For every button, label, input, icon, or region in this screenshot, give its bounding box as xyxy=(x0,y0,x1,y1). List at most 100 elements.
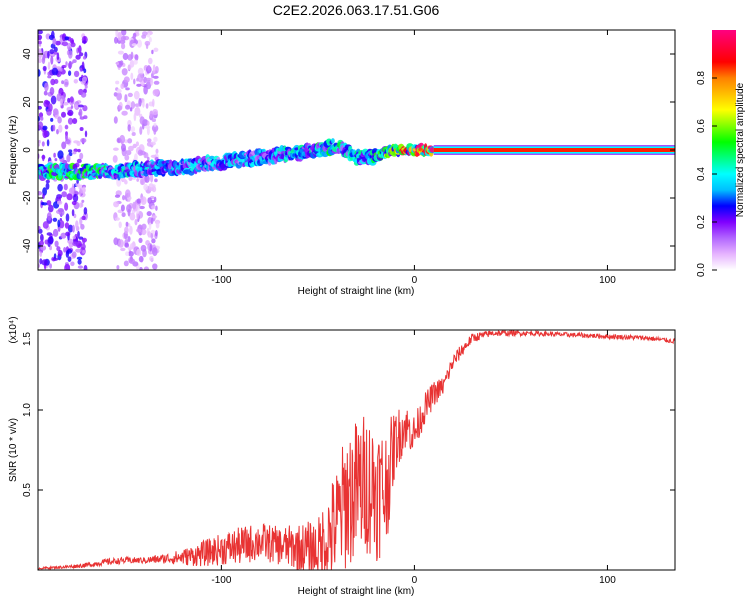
noise-blob xyxy=(124,242,130,248)
noise-blob xyxy=(41,56,46,64)
noise-blob xyxy=(47,50,50,59)
noise-blob xyxy=(130,72,134,81)
noise-blob xyxy=(139,150,146,156)
spectrogram-y-ticks: -40 -20 0 20 40 xyxy=(22,48,675,253)
noise-blob xyxy=(65,61,68,66)
noise-blob xyxy=(151,49,154,55)
noise-blob xyxy=(120,204,125,212)
noise-blob xyxy=(40,116,44,121)
snr-series-line xyxy=(38,330,675,570)
noise-blob xyxy=(150,173,154,183)
noise-blob xyxy=(47,61,51,70)
noise-blob xyxy=(67,117,74,125)
noise-blob xyxy=(113,116,118,124)
noise-blob xyxy=(67,256,72,263)
noise-blob xyxy=(40,233,44,242)
noise-blob xyxy=(136,83,142,87)
noise-blob xyxy=(121,43,126,50)
noise-blob xyxy=(140,196,147,206)
noise-blob xyxy=(153,89,160,95)
noise-blob xyxy=(121,143,126,152)
noise-blob xyxy=(52,38,57,45)
noise-blob xyxy=(153,136,158,143)
noise-blob xyxy=(61,41,68,47)
noise-blob xyxy=(129,212,136,221)
noise-blob xyxy=(60,232,67,239)
noise-blob xyxy=(147,138,152,143)
noise-blob xyxy=(117,50,124,55)
noise-blob xyxy=(81,61,85,71)
noise-blob xyxy=(39,251,43,257)
noise-blob xyxy=(53,79,59,84)
noise-blob xyxy=(148,222,152,230)
noise-blob xyxy=(136,198,142,204)
spectrogram-panel: -100 0 100 -40 -20 0 20 40 Height of straight … xyxy=(8,29,676,297)
noise-blob xyxy=(78,236,84,240)
noise-blob xyxy=(150,154,157,158)
noise-blob xyxy=(125,87,130,91)
spectrogram-y-axis-label: Frequency (Hz) xyxy=(8,116,19,185)
noise-blob xyxy=(43,90,48,96)
noise-blob xyxy=(118,239,124,248)
noise-blob xyxy=(81,199,85,203)
noise-blob xyxy=(78,108,83,118)
noise-blob xyxy=(41,141,45,147)
noise-blob xyxy=(124,226,129,234)
noise-blob xyxy=(131,132,136,136)
noise-blob xyxy=(127,54,133,61)
noise-blob xyxy=(152,75,159,79)
noise-blob xyxy=(139,205,145,210)
noise-blob xyxy=(142,99,145,108)
noise-blob xyxy=(49,235,54,245)
noise-blob xyxy=(153,80,160,85)
snr-scale-label: (x10⁴) xyxy=(8,316,19,343)
noise-blob xyxy=(82,40,87,44)
noise-blob xyxy=(147,64,151,71)
noise-blob xyxy=(49,263,52,269)
noise-blob xyxy=(41,259,48,266)
noise-blob xyxy=(70,42,76,48)
noise-blob xyxy=(80,91,87,98)
noise-blob xyxy=(148,36,152,43)
y-tick-label: 0 xyxy=(22,147,33,153)
noise-blob xyxy=(144,40,151,46)
noise-blob xyxy=(70,105,74,109)
noise-blob xyxy=(130,101,136,109)
noise-blob xyxy=(115,80,120,85)
noise-blob xyxy=(43,99,50,108)
noise-blob xyxy=(155,221,160,229)
noise-blob xyxy=(143,183,149,191)
noise-blob xyxy=(113,201,120,208)
noise-blob xyxy=(44,239,49,245)
noise-blob xyxy=(139,116,145,125)
noise-blob xyxy=(127,124,131,132)
noise-blob xyxy=(79,116,85,120)
noise-blob xyxy=(141,223,147,230)
noise-blob xyxy=(84,130,88,138)
noise-blob xyxy=(150,232,154,239)
noise-blob xyxy=(145,43,149,50)
noise-blob xyxy=(67,224,74,233)
noise-blob xyxy=(68,149,73,153)
carrier-core xyxy=(433,148,675,152)
snr-panel: -100 0 100 0.5 1.0 1.5 (x10⁴) Height of stra… xyxy=(8,316,676,597)
noise-blob xyxy=(116,265,120,270)
x-tick-label: 0 xyxy=(412,275,418,286)
noise-blob xyxy=(119,60,124,66)
colorbar: 0.0 0.2 0.4 0.6 0.8 Normalized spectral ampl… xyxy=(696,30,746,277)
noise-blob xyxy=(38,121,44,130)
snr-x-axis-label: Height of straight line (km) xyxy=(298,586,415,597)
noise-blob xyxy=(65,213,70,222)
noise-blob xyxy=(77,148,81,153)
noise-blob xyxy=(75,182,80,187)
noise-blob xyxy=(144,174,150,183)
noise-blob xyxy=(56,52,60,61)
noise-blob xyxy=(146,33,151,38)
noise-blob xyxy=(150,141,156,146)
noise-blob xyxy=(71,251,77,258)
noise-blob xyxy=(154,178,158,183)
noise-blob xyxy=(79,217,83,226)
noise-blob xyxy=(59,98,63,106)
noise-blob xyxy=(72,224,75,233)
snr-frame xyxy=(37,329,676,571)
